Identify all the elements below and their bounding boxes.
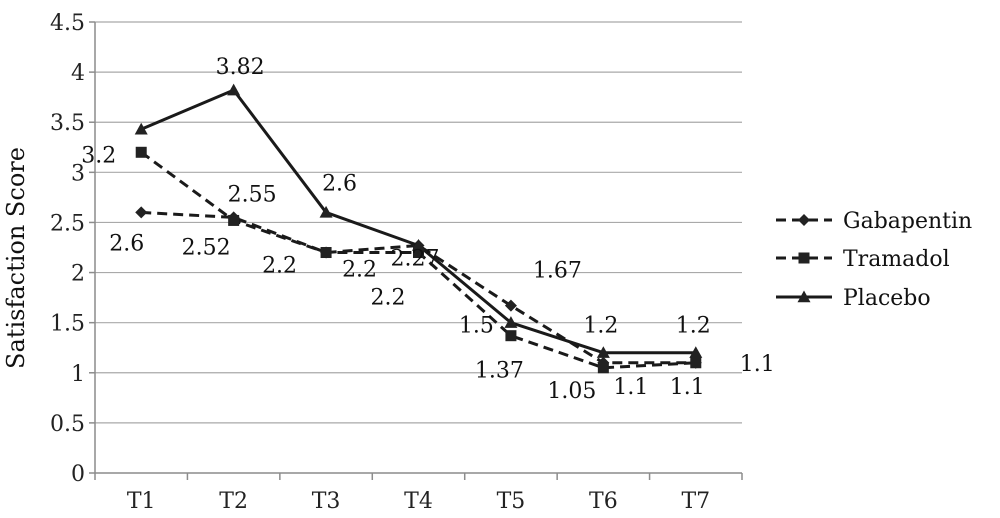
y-tick-label: 2 [71, 262, 85, 287]
tramadol-point [135, 146, 147, 158]
placebo-data-label: 2.6 [322, 171, 357, 196]
placebo-point [596, 346, 610, 358]
placebo-data-label: 1.2 [583, 314, 618, 339]
tramadol-point [413, 247, 424, 259]
y-tick-label: 2.5 [50, 211, 85, 236]
x-tick-labels: T1 T2 T3 T4 T5 T6 T7 [127, 489, 710, 514]
tramadol-data-label: 1.05 [547, 379, 596, 404]
tramadol-data-label: 1.1 [670, 375, 705, 400]
x-tick-label: T3 [312, 489, 341, 514]
gabapentin-data-label: 1.1 [740, 352, 775, 377]
series-lines [134, 83, 703, 374]
axes [89, 21, 743, 480]
y-axis-label: Satisfaction Score [2, 147, 30, 369]
placebo-point [504, 316, 518, 328]
placebo-point [319, 205, 333, 218]
data-labels: 2.6 2.55 2.2 2.27 1.67 1.1 1.1 3.2 2.52 2.2 2.2 1.3… [81, 55, 775, 404]
legend-marker-gabapentin [798, 214, 810, 226]
tramadol-point [690, 357, 702, 369]
tramadol-point [320, 247, 332, 259]
gabapentin-point [504, 299, 517, 312]
gabapentin-data-label: 2.55 [228, 182, 277, 207]
x-tick-label: T7 [681, 489, 710, 514]
y-tick-label: 4.5 [50, 11, 85, 36]
y-tick-label: 3 [71, 161, 85, 186]
placebo-data-label: 1.2 [676, 314, 711, 339]
y-tick-label: 1 [71, 362, 85, 387]
gabapentin-point [135, 206, 148, 219]
gabapentin-data-label: 1.1 [613, 375, 648, 400]
x-tick-label: T4 [404, 489, 433, 514]
gabapentin-data-label: 2.6 [109, 231, 144, 256]
gabapentin-data-label: 1.67 [533, 259, 582, 284]
y-tick-label: 3.5 [50, 111, 85, 136]
placebo-data-label: 1.5 [459, 314, 494, 339]
legend-label-gabapentin: Gabapentin [843, 209, 972, 234]
legend-marker-tramadol [798, 252, 810, 264]
x-tick-label: T6 [589, 489, 618, 514]
tramadol-data-label: 2.52 [182, 235, 231, 260]
y-tick-label: 0.5 [50, 412, 85, 437]
tramadol-data-label: 2.2 [342, 258, 377, 283]
placebo-point [227, 83, 241, 96]
gridlines [95, 21, 742, 424]
tramadol-data-label: 2.2 [371, 286, 406, 311]
tramadol-data-label: 1.37 [475, 359, 524, 384]
gabapentin-data-label: 2.2 [262, 254, 297, 279]
y-tick-label: 1.5 [50, 312, 85, 337]
legend-marker-placebo [797, 290, 811, 303]
tramadol-data-label: 3.2 [81, 143, 116, 168]
tramadol-point [505, 330, 517, 342]
y-tick-label: 4 [71, 61, 85, 86]
tramadol-point [597, 362, 609, 374]
tramadol-point [228, 214, 240, 226]
gabapentin-data-label: 2.27 [391, 246, 440, 271]
placebo-point [134, 122, 148, 135]
legend-label-tramadol: Tramadol [843, 247, 950, 272]
x-tick-label: T1 [127, 489, 156, 514]
placebo-point [412, 238, 425, 251]
y-tick-labels: 0 0.5 1 1.5 2 2.5 3 3.5 4 4.5 [50, 11, 85, 487]
y-tick-label: 0 [71, 462, 85, 487]
placebo-data-label: 3.82 [216, 55, 265, 80]
x-tick-label: T5 [497, 489, 526, 514]
legend: Gabapentin Tramadol Placebo [776, 209, 972, 311]
x-tick-label: T2 [219, 489, 248, 514]
legend-label-placebo: Placebo [843, 286, 931, 311]
placebo-point [689, 346, 703, 358]
